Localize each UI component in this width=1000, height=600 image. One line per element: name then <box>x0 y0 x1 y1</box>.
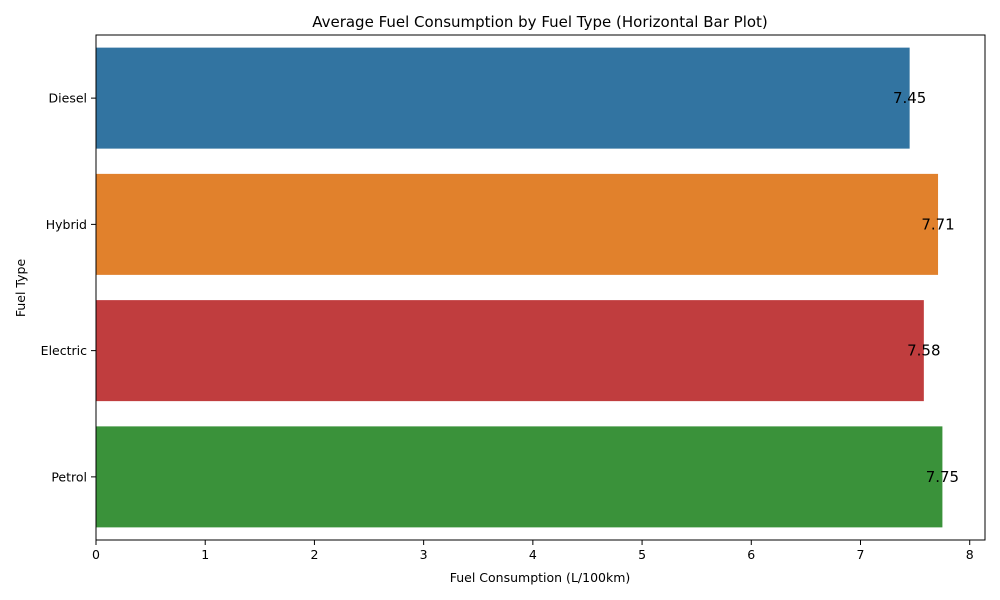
bar-electric <box>96 300 924 402</box>
value-label-diesel: 7.45 <box>893 89 926 107</box>
x-tick-label-1: 1 <box>201 547 209 562</box>
value-label-hybrid: 7.71 <box>921 215 954 233</box>
value-label-petrol: 7.75 <box>926 468 959 486</box>
x-tick-label-6: 6 <box>747 547 755 562</box>
x-tick-label-2: 2 <box>310 547 318 562</box>
value-labels-layer: 7.45 7.71 7.58 7.75 <box>893 89 959 486</box>
plot-frame <box>95 34 986 541</box>
chart-title: Average Fuel Consumption by Fuel Type (H… <box>312 13 768 31</box>
bars-layer <box>96 47 943 528</box>
y-axis-label: Fuel Type <box>13 259 28 318</box>
x-tick-label-4: 4 <box>529 547 537 562</box>
y-tick-label-hybrid: Hybrid <box>46 217 87 232</box>
y-tick-label-diesel: Diesel <box>49 91 87 106</box>
x-tick-label-8: 8 <box>966 547 974 562</box>
y-tick-label-electric: Electric <box>41 343 87 358</box>
bar-petrol <box>96 426 943 528</box>
x-tick-label-7: 7 <box>857 547 865 562</box>
bar-diesel <box>96 47 910 149</box>
y-tick-label-petrol: Petrol <box>51 469 87 484</box>
bar-hybrid <box>96 173 939 275</box>
x-axis-label: Fuel Consumption (L/100km) <box>450 570 631 585</box>
value-label-electric: 7.58 <box>907 342 940 360</box>
x-tick-label-0: 0 <box>92 547 100 562</box>
x-tick-label-5: 5 <box>638 547 646 562</box>
x-tick-label-3: 3 <box>420 547 428 562</box>
axes-layer: Diesel Hybrid Electric Petrol 0 1 2 3 4 5 6 7 8 <box>41 34 986 562</box>
